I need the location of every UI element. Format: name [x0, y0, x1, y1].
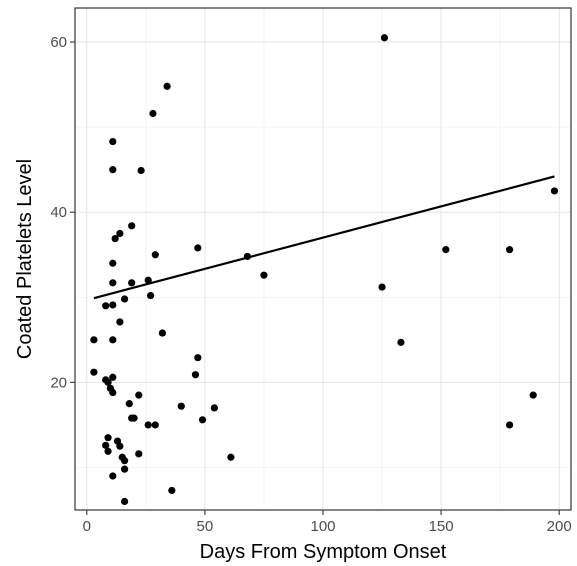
x-tick-label: 0: [83, 518, 91, 535]
data-point: [109, 373, 117, 381]
x-axis-title: Days From Symptom Onset: [200, 541, 447, 563]
data-point: [550, 187, 559, 195]
y-tick-label: 40: [50, 204, 67, 221]
data-point: [128, 222, 136, 230]
data-point: [210, 404, 218, 412]
data-point: [442, 246, 450, 254]
data-point: [135, 391, 143, 399]
data-point: [144, 276, 152, 284]
data-point: [505, 421, 514, 429]
data-point: [529, 391, 537, 399]
data-point: [109, 388, 117, 397]
data-point: [227, 453, 235, 461]
data-point: [104, 434, 112, 442]
axis-ticks: 0 50 100 150 200 20 40 60: [50, 34, 571, 535]
data-point: [90, 368, 98, 376]
data-point: [121, 465, 129, 473]
x-tick-label: 50: [197, 518, 214, 535]
data-point: [109, 137, 117, 146]
data-point: [505, 246, 514, 254]
data-point: [397, 338, 405, 346]
data-point: [380, 34, 389, 42]
data-point: [151, 251, 159, 259]
data-point: [151, 421, 159, 429]
grid-lines: [75, 8, 571, 510]
data-point: [146, 291, 155, 300]
data-point: [116, 442, 124, 450]
y-tick-label: 20: [50, 374, 67, 391]
data-point: [163, 82, 171, 90]
x-tick-label: 100: [310, 518, 335, 535]
x-tick-label: 200: [547, 518, 572, 535]
data-point: [121, 457, 129, 465]
data-point: [109, 166, 117, 174]
data-point: [260, 271, 268, 279]
data-point: [121, 497, 129, 506]
data-point: [130, 414, 138, 422]
data-point: [158, 329, 166, 337]
data-point: [149, 109, 157, 118]
data-point: [109, 472, 117, 480]
data-point: [111, 234, 119, 243]
data-points: [90, 34, 559, 506]
data-point: [144, 421, 152, 429]
data-point: [137, 166, 145, 175]
data-point: [102, 441, 110, 449]
data-point: [90, 336, 98, 344]
data-point: [243, 252, 252, 261]
data-point: [177, 402, 185, 410]
data-point: [116, 318, 124, 326]
x-tick-label: 150: [429, 518, 454, 535]
data-point: [121, 295, 129, 303]
data-point: [102, 302, 110, 310]
data-point: [168, 486, 176, 495]
data-point: [125, 400, 133, 408]
data-point: [104, 447, 112, 455]
trend-line-layer: [93, 175, 555, 300]
trend-line: [93, 175, 555, 300]
data-point: [104, 378, 112, 386]
data-point: [135, 450, 143, 458]
data-point: [198, 416, 207, 424]
data-point: [116, 229, 124, 238]
data-point: [128, 279, 136, 287]
data-point: [109, 259, 117, 267]
y-axis-title: Coated Platelets Level: [14, 159, 36, 359]
data-point: [194, 244, 202, 252]
data-point: [109, 301, 117, 309]
data-point: [109, 336, 117, 344]
data-point: [109, 279, 117, 287]
data-point: [191, 371, 200, 379]
data-point: [378, 283, 386, 291]
y-tick-label: 60: [50, 34, 67, 51]
data-point: [194, 354, 202, 362]
